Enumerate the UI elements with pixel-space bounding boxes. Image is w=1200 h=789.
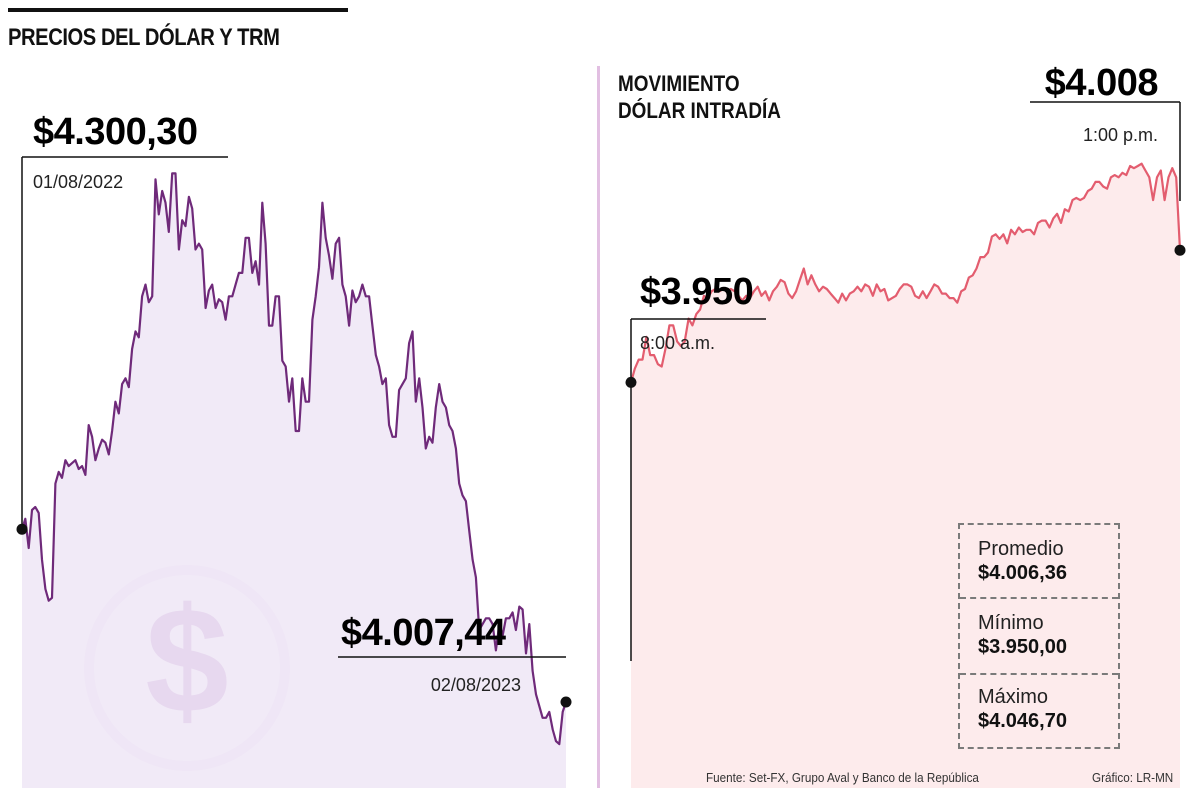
intraday-start-marker <box>625 376 637 388</box>
intraday-start-time: 8:00 a.m. <box>640 333 715 353</box>
trm-start-value: $4.300,30 <box>33 111 198 153</box>
intraday-title-line-1: MOVIMIENTO <box>618 71 740 96</box>
stat-maximo-label: Máximo <box>978 686 1049 708</box>
stat-maximo-value: $4.046,70 <box>978 710 1067 732</box>
trm-end-value: $4.007,44 <box>341 612 506 654</box>
stat-minimo-label: Mínimo <box>978 612 1044 634</box>
intraday-end-value: $4.008 <box>1045 62 1158 104</box>
intraday-chart-title: MOVIMIENTO DÓLAR INTRADÍA <box>618 70 781 124</box>
page-title: PRECIOS DEL DÓLAR Y TRM <box>8 24 280 51</box>
trm-chart <box>20 172 568 788</box>
stat-maximo: Máximo $4.046,70 <box>978 685 1067 733</box>
stat-separator <box>960 673 1118 675</box>
intraday-end-marker <box>1174 244 1186 256</box>
trm-start-date: 01/08/2022 <box>33 172 123 192</box>
stat-promedio: Promedio $4.006,36 <box>978 537 1067 585</box>
intraday-title-line-2: DÓLAR INTRADÍA <box>618 98 781 123</box>
intraday-series-line <box>629 162 1182 383</box>
stat-separator <box>960 597 1118 599</box>
intraday-area-fill <box>631 163 1180 788</box>
intraday-chart <box>629 162 1182 788</box>
trm-start-marker <box>16 523 28 535</box>
trm-series-line <box>20 172 568 746</box>
stat-minimo: Mínimo $3.950,00 <box>978 611 1067 659</box>
trm-end-marker <box>560 696 572 708</box>
intraday-end-time: 1:00 p.m. <box>1083 125 1158 145</box>
title-top-rule <box>8 8 348 12</box>
intraday-stats-box: Promedio $4.006,36 Mínimo $3.950,00 Máxi… <box>958 523 1120 749</box>
svg-text:$: $ <box>145 576 228 744</box>
trm-end-date: 02/08/2023 <box>431 675 521 695</box>
trm-area-fill <box>22 173 566 788</box>
intraday-start-value: $3.950 <box>640 271 753 313</box>
stat-promedio-label: Promedio <box>978 538 1064 560</box>
stat-promedio-value: $4.006,36 <box>978 562 1067 584</box>
dollar-sign-glyph: $ <box>145 576 228 744</box>
panel-divider <box>597 66 600 788</box>
stat-minimo-value: $3.950,00 <box>978 636 1067 658</box>
credit-note: Gráfico: LR-MN <box>1092 770 1174 785</box>
source-note: Fuente: Set-FX, Grupo Aval y Banco de la… <box>706 770 979 785</box>
